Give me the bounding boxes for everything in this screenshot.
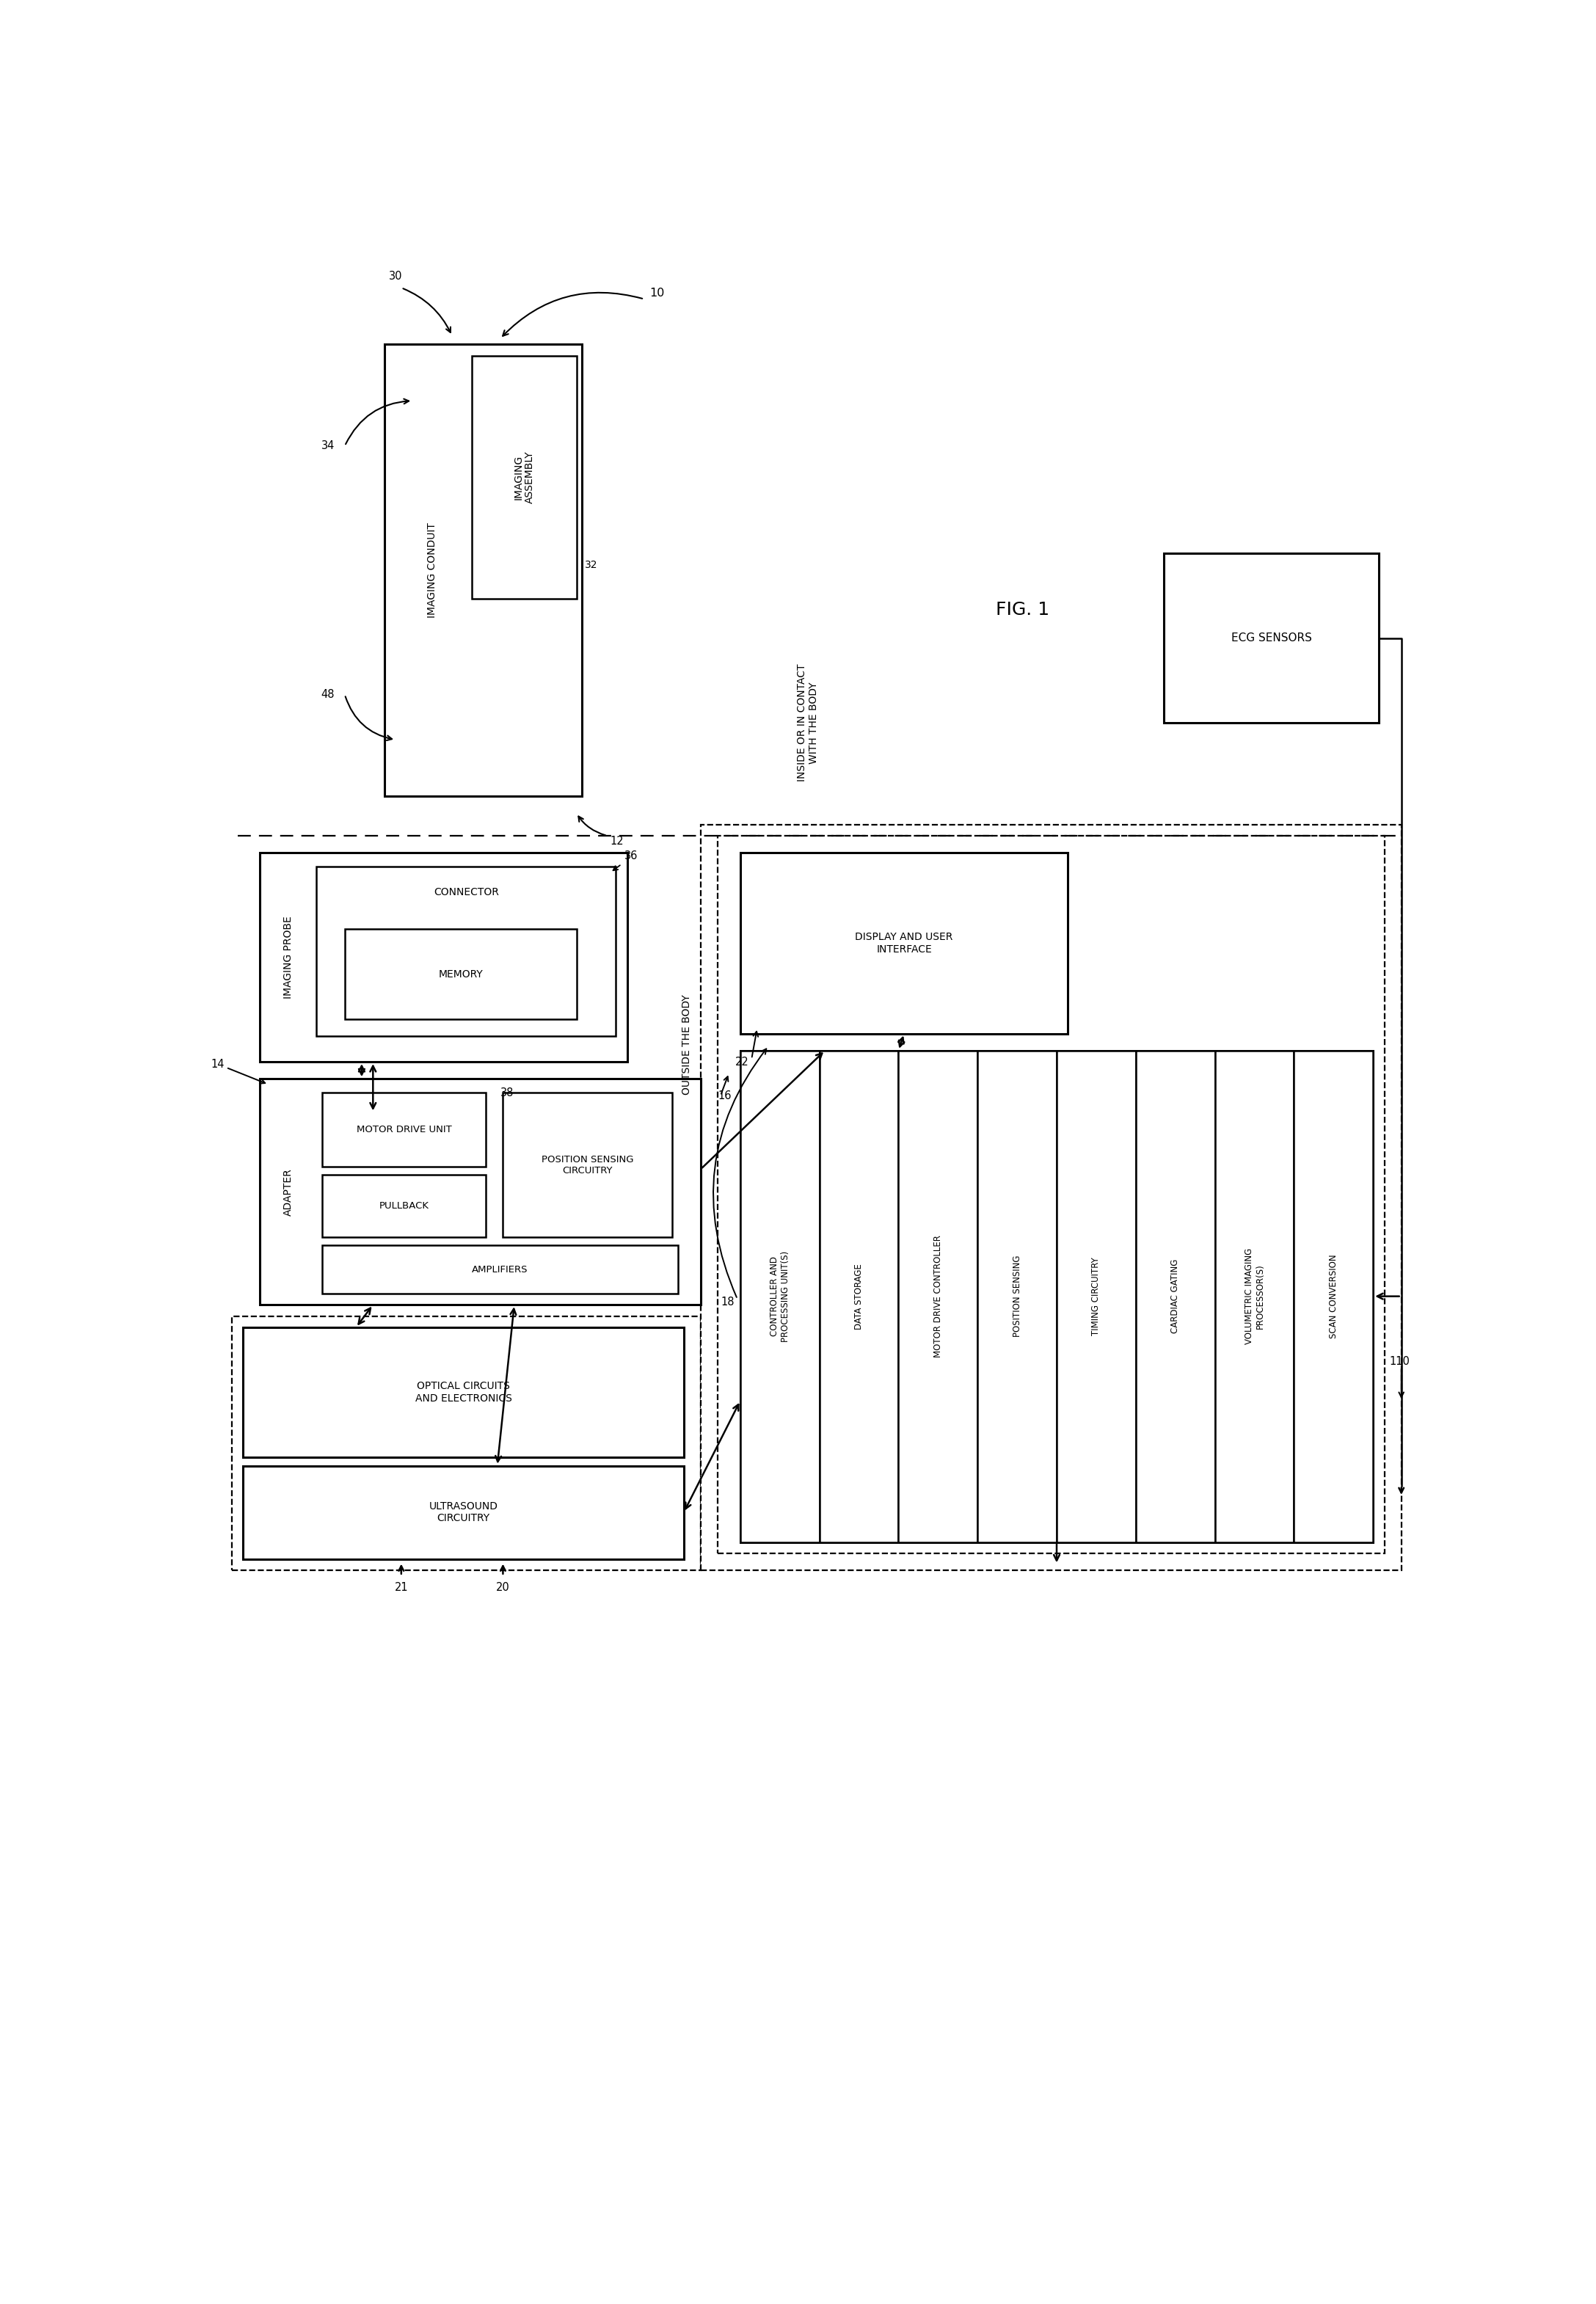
Text: 110: 110 [1390,1355,1409,1366]
Bar [243,1327,683,1458]
Bar [741,1051,1373,1541]
Text: CONNECTOR: CONNECTOR [434,887,500,899]
Text: 16: 16 [718,1090,731,1101]
Text: INSIDE OR IN CONTACT
WITH THE BODY: INSIDE OR IN CONTACT WITH THE BODY [796,664,819,781]
Text: 14: 14 [211,1060,225,1069]
Bar [316,866,616,1037]
Bar [231,1316,701,1571]
Bar [718,836,1384,1553]
Text: DISPLAY AND USER
INTERFACE: DISPLAY AND USER INTERFACE [855,933,953,954]
Bar [1057,1051,1136,1541]
Text: 20: 20 [496,1583,509,1592]
Bar [243,1465,683,1560]
Text: AMPLIFIERS: AMPLIFIERS [472,1265,528,1274]
Bar [503,1092,672,1237]
Text: MOTOR DRIVE CONTROLLER: MOTOR DRIVE CONTROLLER [934,1235,943,1357]
Bar [322,1175,487,1237]
Text: IMAGING
ASSEMBLY: IMAGING ASSEMBLY [512,452,535,502]
Text: MEMORY: MEMORY [439,970,484,979]
Bar [1294,1051,1373,1541]
Text: IMAGING PROBE: IMAGING PROBE [282,917,294,998]
Text: SCAN CONVERSION: SCAN CONVERSION [1329,1253,1339,1339]
Text: 10: 10 [650,288,666,300]
Bar [472,355,576,599]
Bar [701,825,1401,1571]
Text: 38: 38 [500,1087,514,1099]
Text: POSITION SENSING: POSITION SENSING [1012,1256,1021,1336]
Text: 21: 21 [394,1583,409,1592]
Bar [1163,553,1379,723]
Text: PULLBACK: PULLBACK [380,1200,429,1210]
Bar [260,1078,701,1304]
Text: ULTRASOUND
CIRCUITRY: ULTRASOUND CIRCUITRY [429,1502,498,1523]
Text: POSITION SENSING
CIRCUITRY: POSITION SENSING CIRCUITRY [541,1154,634,1175]
Text: ECG SENSORS: ECG SENSORS [1231,634,1312,643]
Text: VOLUMETRIC IMAGING
PROCESSOR(S): VOLUMETRIC IMAGING PROCESSOR(S) [1245,1249,1264,1346]
Text: OPTICAL CIRCUITS
AND ELECTRONICS: OPTICAL CIRCUITS AND ELECTRONICS [415,1382,512,1403]
Bar [741,852,1068,1034]
Text: 48: 48 [321,689,335,700]
Bar [385,343,583,797]
Text: 36: 36 [624,850,638,862]
Text: 18: 18 [721,1297,734,1306]
Text: CARDIAC GATING: CARDIAC GATING [1170,1258,1179,1334]
Bar [1215,1051,1294,1541]
Bar [1136,1051,1215,1541]
Text: DATA STORAGE: DATA STORAGE [854,1263,863,1329]
Text: IMAGING CONDUIT: IMAGING CONDUIT [428,523,437,617]
Bar [899,1051,978,1541]
Text: 30: 30 [389,272,402,281]
Text: 34: 34 [321,440,335,452]
Bar [819,1051,899,1541]
Text: ADAPTER: ADAPTER [282,1168,294,1217]
Text: OUTSIDE THE BODY: OUTSIDE THE BODY [681,995,691,1094]
Text: 32: 32 [584,560,598,571]
Text: TIMING CIRCUITRY: TIMING CIRCUITRY [1092,1258,1101,1336]
Bar [978,1051,1057,1541]
Text: 12: 12 [610,836,624,848]
Bar [260,852,627,1062]
Text: CONTROLLER AND
PROCESSING UNIT(S): CONTROLLER AND PROCESSING UNIT(S) [769,1251,790,1341]
Bar [322,1246,678,1293]
Bar [345,929,576,1018]
Text: MOTOR DRIVE UNIT: MOTOR DRIVE UNIT [356,1124,452,1134]
Text: 22: 22 [736,1055,749,1067]
Text: FIG. 1: FIG. 1 [996,601,1050,620]
Bar [322,1092,487,1166]
Bar [741,1051,819,1541]
